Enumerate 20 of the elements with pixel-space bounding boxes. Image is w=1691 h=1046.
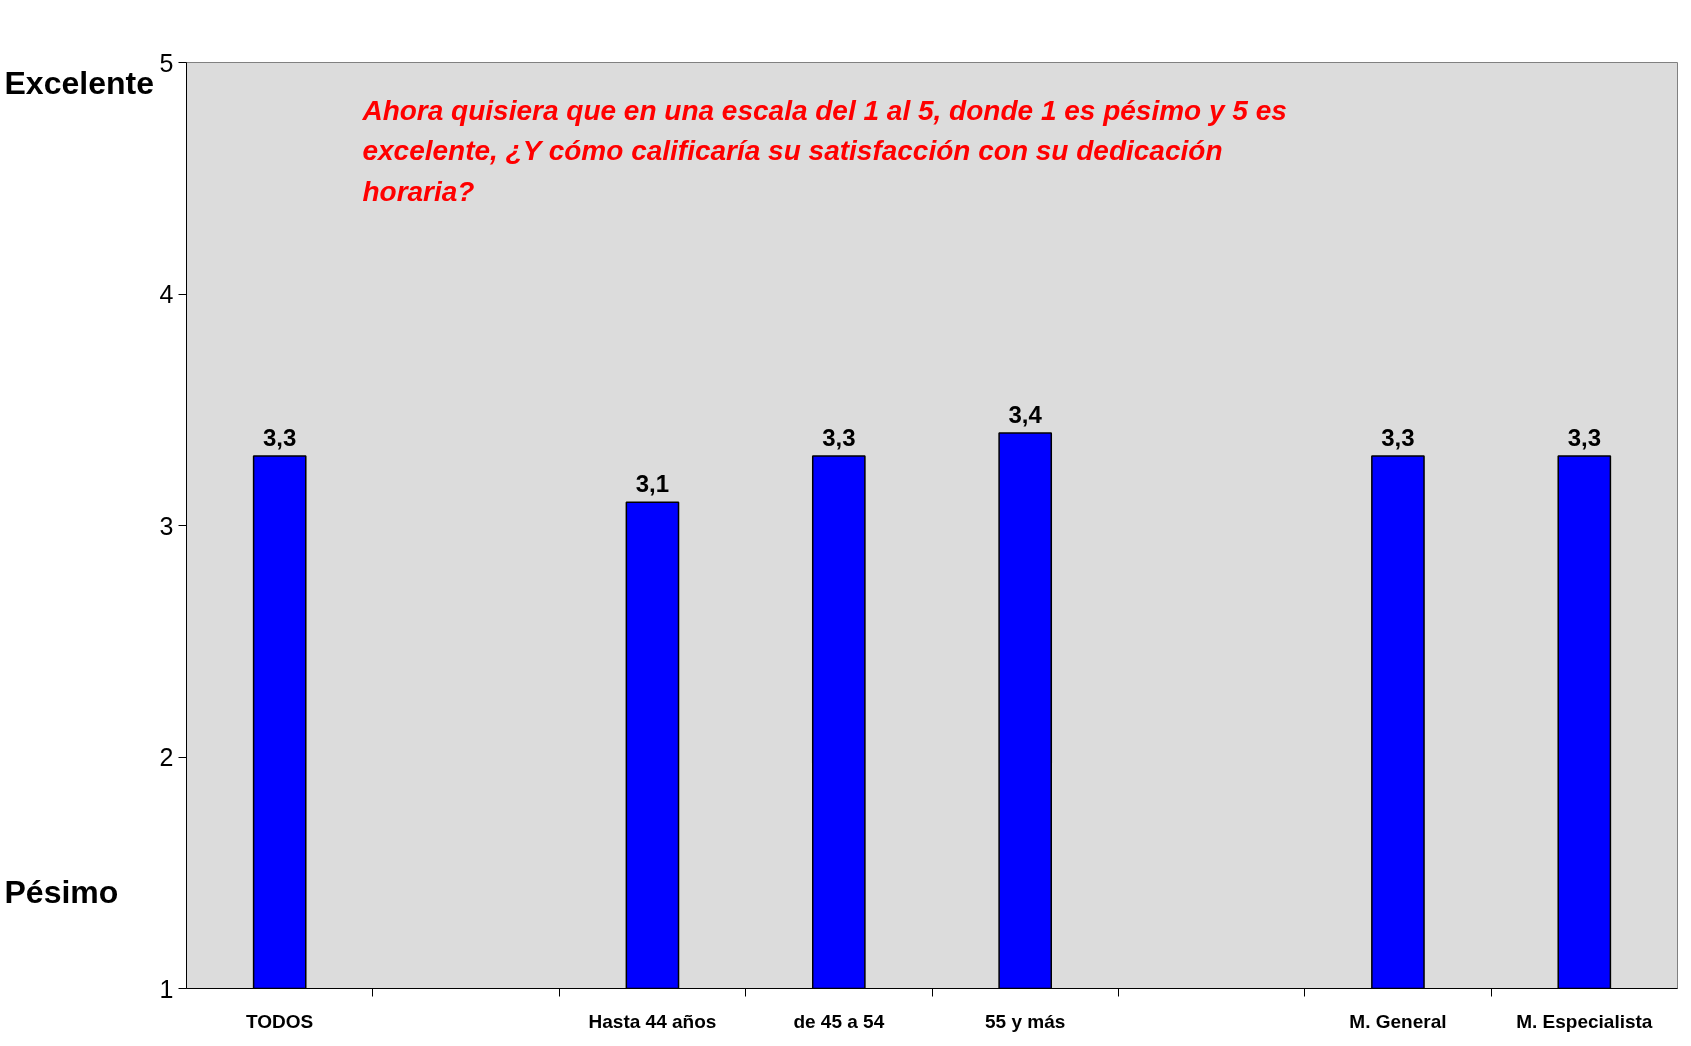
data-label: 3,3	[822, 424, 856, 452]
x-tick-label: 55 y más	[985, 1010, 1066, 1032]
text: Excelente	[4, 65, 154, 102]
data-label: 3,3	[263, 424, 297, 452]
text: Pésimo	[4, 874, 119, 911]
x-tick-label: M. Especialista	[1516, 1010, 1653, 1032]
data-label: 3,3	[1381, 424, 1415, 452]
y-tick-label: 4	[159, 280, 174, 308]
y-tick-label: 2	[159, 743, 174, 771]
y-tick-label: 3	[159, 511, 174, 540]
x-tick-label: Hasta 44 años	[588, 1010, 717, 1032]
x-tick-label: TODOS	[246, 1010, 314, 1032]
y-tick-label: 1	[159, 974, 174, 1003]
data-label: 3,3	[1567, 424, 1602, 452]
text: Ahora quisiera que en una escala del 1 al 5, donde 1 es pésimo y 5 es excelente, ¿Y cómo calificaría su satisfacción con su dedicación horaria?	[361, 94, 1287, 207]
data-label: 3,1	[635, 470, 670, 498]
data-label: 3,4	[1008, 400, 1043, 428]
y-tick-label: 5	[159, 48, 174, 77]
x-tick-label: M. General	[1349, 1010, 1447, 1032]
x-tick-label: de 45 a 54	[793, 1010, 885, 1032]
